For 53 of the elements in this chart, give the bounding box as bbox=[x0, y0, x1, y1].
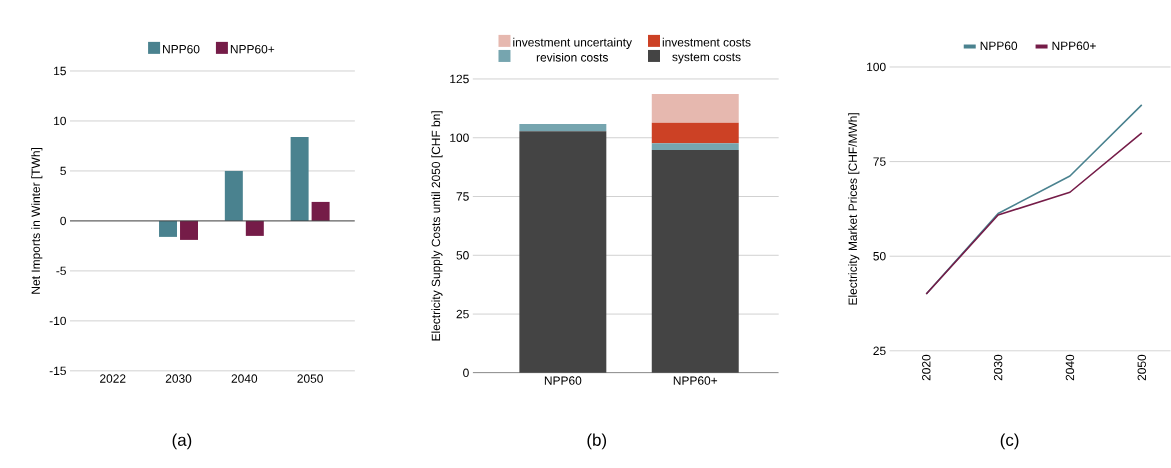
y-axis-title: Net Imports in Winter [TWh] bbox=[31, 148, 43, 294]
y-tick-label: 100 bbox=[450, 133, 469, 143]
bar bbox=[519, 131, 607, 373]
bar bbox=[311, 202, 330, 221]
bar bbox=[651, 94, 739, 123]
y-tick-label: 25 bbox=[456, 309, 469, 319]
y-tick-label: 0 bbox=[60, 216, 66, 226]
y-tick-label: -10 bbox=[49, 316, 66, 326]
text: (b) bbox=[587, 433, 607, 450]
y-axis-title: Electricity Market Prices [CHF/MWh] bbox=[848, 113, 860, 305]
y-tick-label: -5 bbox=[56, 266, 66, 276]
legend-label: system costs bbox=[672, 53, 741, 64]
x-tick-label: 2050 bbox=[297, 374, 323, 383]
bar bbox=[519, 124, 607, 132]
x-tick-label: NPP60+ bbox=[673, 376, 718, 385]
y-tick-label: 15 bbox=[54, 66, 66, 76]
bar bbox=[651, 143, 739, 151]
y-tick-label: 100 bbox=[867, 62, 886, 72]
bar bbox=[651, 150, 739, 373]
bar bbox=[224, 171, 243, 221]
legend-label: NPP60 bbox=[163, 45, 200, 54]
legend-label: investment costs bbox=[662, 37, 751, 47]
y-axis-title: Electricity Supply Costs until 2050 [CHF bn] bbox=[431, 111, 443, 341]
legend-label: NPP60+ bbox=[1052, 41, 1096, 51]
y-tick-label: 25 bbox=[873, 346, 886, 356]
legend-label: investment uncertainty bbox=[513, 37, 632, 50]
bar bbox=[651, 122, 739, 144]
y-tick-label: 0 bbox=[463, 368, 469, 378]
y-tick-label: 75 bbox=[873, 157, 886, 166]
x-tick-label: 2030 bbox=[993, 354, 1003, 381]
x-tick-label: 2040 bbox=[231, 374, 258, 383]
y-tick-label: 75 bbox=[456, 192, 469, 201]
legend-label: NPP60+ bbox=[230, 45, 275, 54]
x-tick-label: 2040 bbox=[1065, 354, 1075, 381]
y-tick-label: 125 bbox=[450, 74, 469, 84]
bar bbox=[159, 221, 178, 237]
text: (a) bbox=[172, 433, 192, 450]
x-tick-label: NPP60 bbox=[544, 376, 582, 385]
y-tick-label: 10 bbox=[54, 116, 66, 126]
x-tick-label: 2022 bbox=[100, 374, 126, 383]
y-tick-label: -15 bbox=[49, 366, 66, 376]
bar bbox=[290, 137, 309, 221]
legend-label: revision costs bbox=[536, 52, 608, 62]
y-tick-label: 50 bbox=[873, 252, 886, 261]
x-tick-label: 2020 bbox=[922, 354, 931, 381]
bar bbox=[180, 221, 199, 240]
x-tick-label: 2050 bbox=[1137, 354, 1146, 381]
y-tick-label: 5 bbox=[60, 166, 66, 176]
x-tick-label: 2030 bbox=[165, 374, 192, 383]
text: (c) bbox=[1000, 433, 1019, 450]
bar bbox=[245, 221, 264, 236]
legend-label: NPP60 bbox=[980, 41, 1018, 51]
y-tick-label: 50 bbox=[456, 251, 469, 260]
